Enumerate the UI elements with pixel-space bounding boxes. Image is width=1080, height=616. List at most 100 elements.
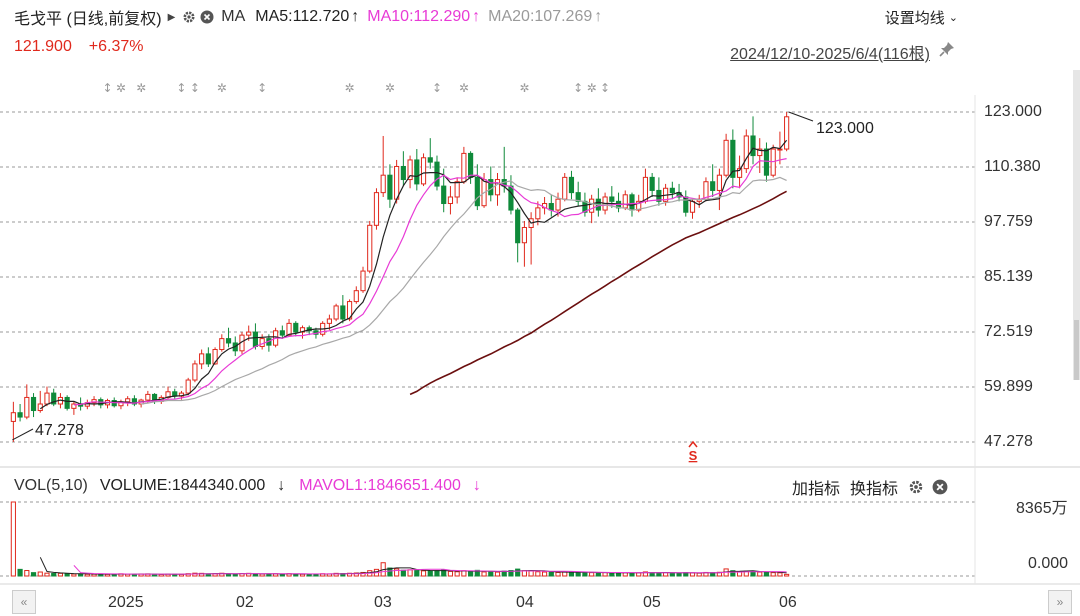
max-price-label: 123.000 xyxy=(816,120,874,137)
candle-body xyxy=(716,174,722,191)
last-price: 121.900 xyxy=(14,38,72,55)
ma-settings-dropdown[interactable]: 设置均线 ⌄ xyxy=(885,7,958,28)
event-marker-icon: ✲ xyxy=(519,81,529,95)
volume-bar xyxy=(279,573,285,577)
candle-body xyxy=(360,270,366,292)
candle-body xyxy=(353,290,359,303)
volume-bar xyxy=(481,571,487,577)
volume-ma-line xyxy=(39,557,787,575)
close-circle-icon[interactable] xyxy=(199,9,215,25)
date-range-link[interactable]: 2024/12/10-2025/6/4(116根) xyxy=(730,46,930,63)
candle-body xyxy=(24,396,30,418)
volume-bar xyxy=(548,571,554,577)
candle-body xyxy=(185,379,191,394)
volume-bar xyxy=(589,572,595,577)
candle-body xyxy=(589,198,595,213)
volume-bar xyxy=(515,568,521,577)
scrollbar-thumb[interactable] xyxy=(1074,320,1079,380)
volume-bar xyxy=(730,570,736,577)
mavol-value: MAVOL1:1846651.400 xyxy=(299,477,461,494)
candle-body xyxy=(333,305,339,320)
ma10-value: MA10:112.290 xyxy=(367,8,471,25)
y-tick-label: 47.278 xyxy=(984,433,1033,450)
candle-body xyxy=(205,353,211,365)
event-marker-icon: ↕ xyxy=(432,81,442,95)
stock-title[interactable]: 毛戈平 (日线,前复权) xyxy=(14,11,162,28)
chart-header: 毛戈平 (日线,前复权) ▶ MA MA5:112.720 ↑ MA10:112… xyxy=(14,6,610,28)
gear-icon[interactable] xyxy=(908,479,924,495)
candle-body xyxy=(246,331,252,336)
candle-body xyxy=(784,116,790,150)
candle-body xyxy=(51,392,57,405)
y-tick-label: 97.759 xyxy=(984,213,1033,230)
candle-body xyxy=(286,322,292,336)
volume-bar xyxy=(407,569,413,577)
volume-arrow: ↓ xyxy=(277,477,286,494)
candle-body xyxy=(326,318,332,324)
volume-bar xyxy=(642,571,649,577)
candle-body xyxy=(562,176,568,200)
volume-bar xyxy=(420,570,427,577)
volume-bar xyxy=(394,568,400,577)
volume-bar xyxy=(474,569,480,577)
event-marker-icon: ↕ xyxy=(600,81,610,95)
scroll-left-button[interactable]: « xyxy=(12,590,36,614)
close-circle-icon[interactable] xyxy=(932,479,948,495)
vertical-scrollbar[interactable] xyxy=(1073,70,1080,380)
event-marker-icon: ✲ xyxy=(385,81,395,95)
volume-bar xyxy=(541,571,548,577)
volume-bar xyxy=(629,572,635,577)
candle-body xyxy=(17,412,23,418)
ma5-value: MA5:112.720 xyxy=(255,8,350,25)
vol-label[interactable]: VOL(5,10) xyxy=(14,477,88,494)
max-arrow xyxy=(788,111,814,122)
event-marker-icon: ✲ xyxy=(459,81,469,95)
volume-bar xyxy=(595,572,601,577)
event-marker-icon: ✲ xyxy=(116,81,126,95)
volume-bar xyxy=(17,568,23,577)
expand-triangle-icon[interactable]: ▶ xyxy=(167,11,176,23)
candle-body xyxy=(259,338,265,347)
candle-body xyxy=(199,353,205,365)
y-tick-label: 110.380 xyxy=(984,158,1041,175)
volume-bar xyxy=(232,573,238,577)
volume-bar xyxy=(770,572,776,577)
candle-body xyxy=(447,196,454,205)
candle-body xyxy=(508,185,514,211)
volume-bar xyxy=(427,570,433,577)
candle-body xyxy=(757,148,763,157)
volume-bar xyxy=(615,572,622,577)
gear-icon[interactable] xyxy=(181,9,197,25)
volume-bar xyxy=(508,570,514,577)
volume-bar xyxy=(71,573,77,577)
candle-body xyxy=(636,200,642,211)
volume-bar xyxy=(784,573,790,577)
switch-indicator-button[interactable]: 换指标 xyxy=(849,481,898,498)
event-marker-icon: ↕ xyxy=(573,81,583,95)
candle-body xyxy=(629,194,635,211)
volume-bar xyxy=(259,573,265,577)
volume-bar xyxy=(454,571,460,577)
volume-bar xyxy=(468,571,474,577)
candle-body xyxy=(420,157,427,185)
candle-body xyxy=(441,185,447,205)
ma-line-ma20 xyxy=(141,176,787,405)
pin-icon[interactable] xyxy=(938,40,956,63)
volume-bar xyxy=(488,571,494,577)
x-tick-label: 05 xyxy=(643,594,661,611)
candle-body xyxy=(689,200,696,213)
candle-body xyxy=(387,174,393,200)
x-tick-label: 2025 xyxy=(108,594,144,611)
candle-body xyxy=(64,396,70,409)
candle-body xyxy=(521,226,527,244)
scroll-right-button[interactable]: » xyxy=(1048,590,1072,614)
add-indicator-button[interactable]: 加指标 xyxy=(791,481,840,498)
volume-bar xyxy=(441,569,447,577)
candle-body xyxy=(743,135,749,170)
candle-body xyxy=(736,168,743,178)
candle-body xyxy=(346,301,353,320)
ma20-value: MA20:107.269 xyxy=(488,8,593,25)
volume-bar xyxy=(44,572,50,577)
volume-bar xyxy=(57,572,64,577)
